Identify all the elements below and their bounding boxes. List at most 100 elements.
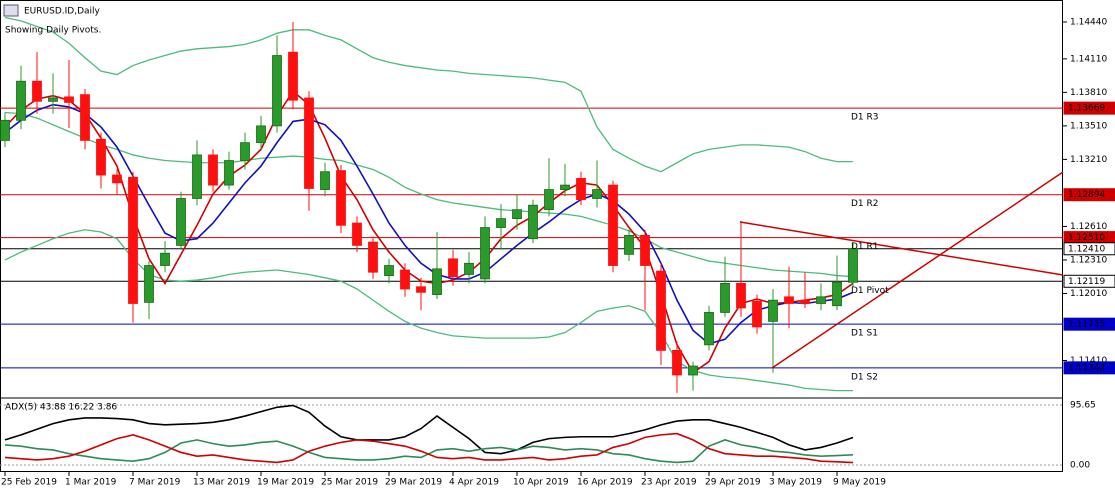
price-tag-label: 1.11344 xyxy=(1068,363,1105,373)
x-tick-label: 29 Apr 2019 xyxy=(705,478,761,488)
y-tick-label: 1.11410 xyxy=(1070,356,1107,366)
candle-body xyxy=(0,119,10,141)
indicator-line xyxy=(4,439,854,464)
pivot-name: D1 R2 xyxy=(851,199,879,209)
indicator-line xyxy=(4,432,854,464)
trend-line xyxy=(739,221,1064,276)
candle-body xyxy=(720,282,730,313)
candle-body xyxy=(656,270,666,351)
candle-body xyxy=(64,96,74,103)
candle-body xyxy=(672,350,682,376)
label-layer: EURUSD.ID,Daily Showing Daily Pivots. AD… xyxy=(1,4,1115,488)
candle-body xyxy=(544,189,554,211)
x-tick-label: 16 Apr 2019 xyxy=(577,478,633,488)
price-tag-label: 1.12510 xyxy=(1068,233,1105,243)
indicator-line xyxy=(4,404,854,455)
indicator-line xyxy=(4,111,854,278)
indicator-line xyxy=(4,16,853,173)
price-tag-label: 1.12119 xyxy=(1068,277,1105,287)
x-tick-label: 13 Mar 2019 xyxy=(193,478,250,488)
candle-body xyxy=(560,184,570,190)
x-tick-label: 23 Apr 2019 xyxy=(641,478,697,488)
candle-body xyxy=(816,296,826,304)
candle-body xyxy=(624,234,634,255)
candle-body xyxy=(256,125,266,144)
candle-body xyxy=(752,300,762,328)
candle-layer xyxy=(0,22,858,393)
price-tag xyxy=(1063,274,1115,288)
candle-body xyxy=(272,55,282,127)
pivot-name: D1 Pivot xyxy=(851,286,889,296)
candle-body xyxy=(800,299,810,304)
indicator-title: ADX(5) 43.88 16.22 3.86 xyxy=(5,403,117,413)
candle-body xyxy=(496,218,506,228)
trend-line xyxy=(771,171,1064,369)
candle-body xyxy=(480,227,490,280)
candle-body xyxy=(416,286,426,293)
x-tick-label: 25 Mar 2019 xyxy=(321,478,378,488)
y-tick-label: 95.65 xyxy=(1070,400,1096,410)
candle-body xyxy=(288,51,298,101)
price-tag xyxy=(1063,101,1115,115)
y-tick-label: 1.13510 xyxy=(1070,121,1107,131)
candle-body xyxy=(464,262,474,275)
candle-body xyxy=(768,299,778,322)
candle-body xyxy=(736,282,746,309)
x-tick-label: 4 Apr 2019 xyxy=(449,478,499,488)
candle-body xyxy=(192,154,202,199)
y-tick-label: 1.12010 xyxy=(1070,289,1107,299)
price-tag-label: 1.12410 xyxy=(1068,244,1105,254)
candle-body xyxy=(640,234,650,266)
y-tick-label: 1.12310 xyxy=(1070,255,1107,265)
candle-body xyxy=(528,204,538,240)
x-tick-label: 9 May 2019 xyxy=(833,478,886,488)
x-tick-label: 25 Feb 2019 xyxy=(1,478,57,488)
x-tick-label: 7 Mar 2019 xyxy=(129,478,181,488)
chart-subtitle: Showing Daily Pivots. xyxy=(5,26,101,36)
chart-icon xyxy=(3,4,19,17)
candle-body xyxy=(320,171,330,190)
price-tag xyxy=(1063,188,1115,202)
background-layer xyxy=(0,107,1063,466)
candle-body xyxy=(384,265,394,276)
price-tag-label: 1.11735 xyxy=(1068,320,1105,330)
candle-body xyxy=(48,97,58,102)
y-tick-label: 1.12610 xyxy=(1070,222,1107,232)
candle-body xyxy=(336,170,346,226)
candle-body xyxy=(304,97,314,189)
y-tick-label: 1.14440 xyxy=(1070,18,1107,28)
pivot-name: D1 S1 xyxy=(851,329,878,339)
candle-body xyxy=(240,142,250,161)
x-tick-label: 19 Mar 2019 xyxy=(257,478,314,488)
indicator-line xyxy=(4,90,854,374)
candle-body xyxy=(16,80,26,121)
price-tag xyxy=(1063,361,1115,375)
x-tick-label: 10 Apr 2019 xyxy=(513,478,569,488)
candle-body xyxy=(608,184,618,266)
price-tag xyxy=(1063,317,1115,331)
price-tag xyxy=(1063,242,1115,256)
candle-body xyxy=(128,176,138,304)
candle-body xyxy=(400,269,410,290)
candle-body xyxy=(432,268,442,295)
candle-body xyxy=(80,94,90,141)
candle-body xyxy=(448,258,458,278)
candle-body xyxy=(176,198,186,246)
candle-body xyxy=(512,209,522,220)
price-tag-label: 1.13669 xyxy=(1068,104,1105,114)
x-tick-label: 1 Mar 2019 xyxy=(65,478,117,488)
chart-title: EURUSD.ID,Daily xyxy=(24,7,101,17)
candle-body xyxy=(352,222,362,246)
pivot-name: D1 R3 xyxy=(851,113,879,123)
candle-body xyxy=(32,80,42,102)
candle-body xyxy=(848,248,858,283)
candle-body xyxy=(784,296,794,304)
candle-body xyxy=(144,265,154,303)
candle-body xyxy=(368,241,378,273)
y-tick-label: 1.14110 xyxy=(1070,54,1107,64)
x-tick-label: 3 May 2019 xyxy=(769,478,822,488)
candle-body xyxy=(704,312,714,346)
candle-body xyxy=(112,174,122,184)
candle-body xyxy=(208,154,218,186)
